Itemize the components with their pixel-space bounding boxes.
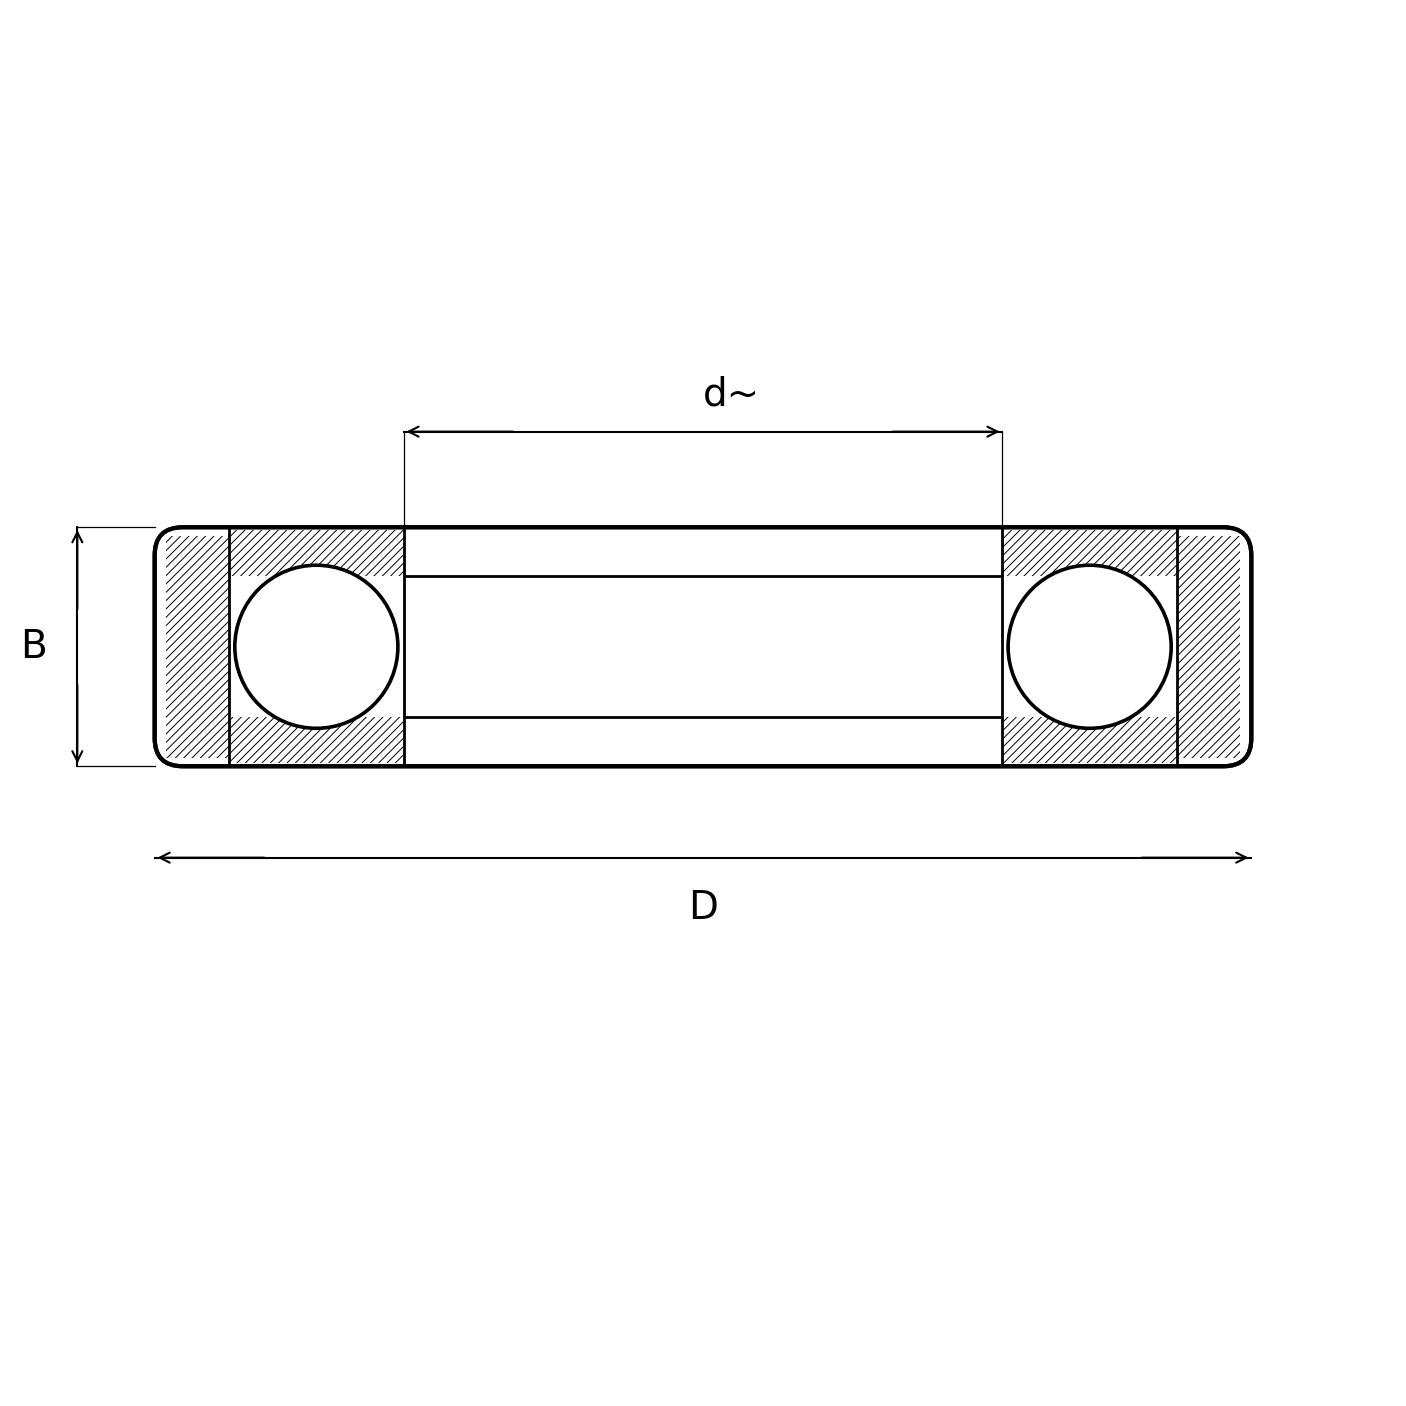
Bar xyxy=(1002,530,1177,576)
Circle shape xyxy=(1008,565,1171,728)
Bar xyxy=(1177,536,1240,758)
Circle shape xyxy=(235,565,398,728)
Bar xyxy=(229,717,404,763)
Bar xyxy=(166,536,229,758)
Bar xyxy=(229,530,404,576)
FancyBboxPatch shape xyxy=(155,527,1251,766)
Bar xyxy=(1002,717,1177,763)
Text: d~: d~ xyxy=(703,375,759,413)
Text: B: B xyxy=(20,627,46,666)
Text: D: D xyxy=(688,889,718,927)
